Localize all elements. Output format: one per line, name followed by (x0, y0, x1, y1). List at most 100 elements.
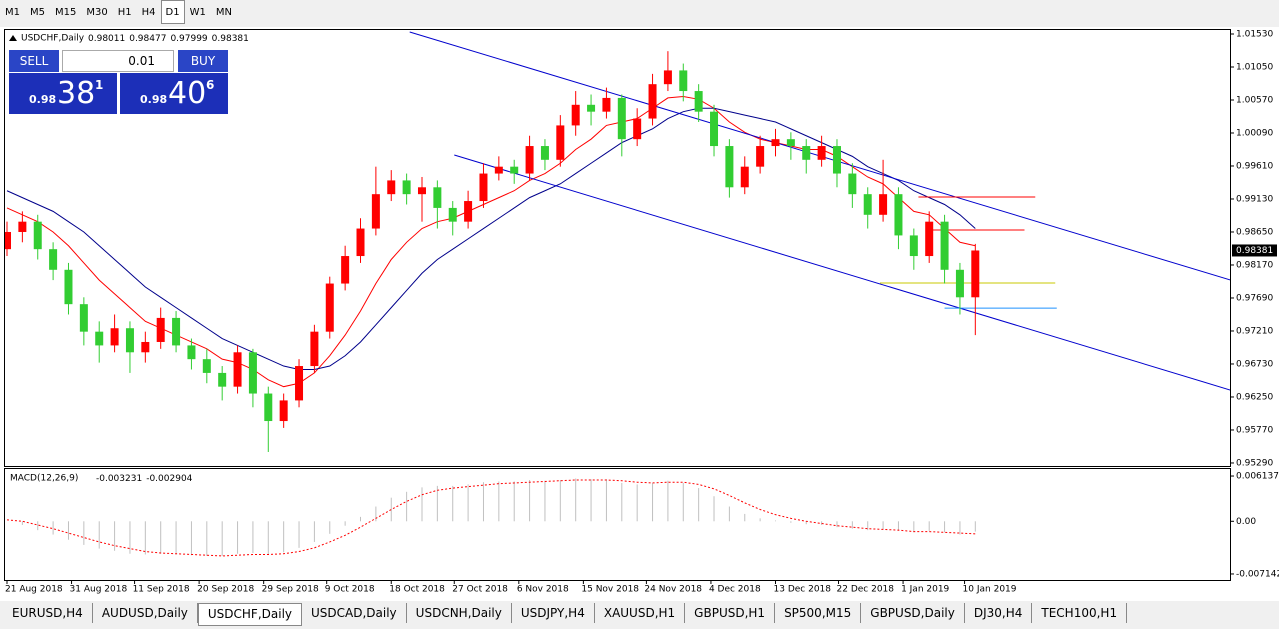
candle-body (940, 221, 949, 270)
candle-body (971, 250, 980, 298)
candle-body (5, 231, 11, 250)
chart-tab[interactable]: USDCHF,Daily (197, 603, 303, 626)
candle-body (879, 194, 888, 215)
chart-tab[interactable]: AUDUSD,Daily (93, 603, 198, 623)
timeframe-button[interactable]: M1 (5, 7, 20, 18)
chart-tab[interactable]: GBPUSD,H1 (685, 603, 776, 623)
candle-body (33, 221, 42, 250)
candle-body (556, 125, 565, 160)
ohlc-value: 0.98381 (212, 34, 249, 44)
symbol-label: USDCHF,Daily (21, 34, 85, 44)
candle-body (79, 304, 88, 332)
buy-price[interactable]: 0.98 40 6 (120, 73, 228, 114)
x-tick-label: 24 Nov 2018 (644, 585, 702, 595)
ohlc-value: 0.97999 (170, 34, 207, 44)
candle-body (110, 328, 119, 346)
macd-signal (6, 479, 976, 557)
fraction: 1 (95, 78, 104, 92)
chart-tab[interactable]: USDCAD,Daily (302, 603, 407, 623)
candle-body (18, 221, 27, 232)
timeframe-button[interactable]: M5 (30, 7, 45, 18)
chart-tabs: EURUSD,H4 AUDUSD,Daily USDCHF,Daily USDCAD,… (3, 603, 1128, 627)
candle-body (863, 194, 872, 215)
sell-button[interactable]: SELL (9, 50, 59, 72)
candle-body (218, 372, 227, 387)
macd-y-tick-label: -0.007142 (1236, 569, 1279, 579)
timeframe-button[interactable]: W1 (189, 7, 206, 18)
x-tick-label: 22 Dec 2018 (837, 585, 895, 595)
chart-layer: 0.98011 0.98477 0.97999 0.98381-0.003231 -0.… (5, 29, 1279, 595)
y-tick-label: 1.01530 (1236, 29, 1273, 39)
ohlc-readout: 0.98011 0.98477 0.97999 0.98381 (88, 34, 249, 44)
candle-body (356, 228, 365, 257)
candle-body (756, 146, 765, 167)
x-tick-label: 18 Oct 2018 (389, 585, 445, 595)
candle-body (187, 345, 196, 360)
macd-label: MACD(12,26,9) (10, 474, 78, 484)
chart-tab[interactable]: XAUUSD,H1 (595, 603, 686, 623)
candle-body (602, 97, 611, 112)
candle-body (464, 201, 473, 222)
chart-tab[interactable]: DJ30,H4 (965, 603, 1033, 623)
y-tick-label: 0.97210 (1236, 326, 1273, 336)
trendline (454, 154, 1230, 391)
candle-body (786, 139, 795, 147)
y-tick-label: 1.01050 (1236, 62, 1273, 72)
x-tick-label: 15 Nov 2018 (581, 585, 639, 595)
timeframe-button[interactable]: M15 (55, 7, 77, 18)
candle-body (295, 366, 304, 401)
candle-body (64, 269, 73, 305)
candle-body (725, 146, 734, 188)
chart-tab[interactable]: SP500,M15 (775, 603, 862, 623)
timeframe-button[interactable]: D1 (160, 0, 185, 24)
price-frame (4, 29, 1231, 467)
candle-body (832, 146, 841, 174)
y-tick-label: 1.00090 (1236, 128, 1273, 138)
candle-body (417, 187, 426, 195)
candle-body (141, 341, 150, 353)
sell-price[interactable]: 0.98 38 1 (9, 73, 117, 114)
candle-body (771, 139, 780, 147)
timeframe-button[interactable]: H1 (117, 7, 132, 18)
y-tick-label: 0.96730 (1236, 359, 1273, 369)
candle-body (479, 173, 488, 202)
fraction: 6 (206, 78, 215, 92)
pips: 40 (168, 76, 207, 111)
candle-body (264, 393, 273, 422)
one-click-panel: SELL 0.01 BUY 0.98 38 1 0.98 40 6 (9, 50, 228, 114)
macd-value: -0.003231 (96, 474, 142, 484)
x-tick-label: 29 Sep 2018 (262, 585, 319, 595)
x-tick-label: 20 Sep 2018 (197, 585, 254, 595)
candle-body (817, 146, 826, 160)
y-tick-label: 0.99130 (1236, 194, 1273, 204)
candle-body (325, 283, 334, 332)
timeframe-button[interactable]: MN (215, 7, 232, 18)
candle-body (663, 70, 672, 85)
timeframe-button[interactable]: M30 (86, 7, 108, 18)
candle-body (802, 146, 811, 160)
candle-body (49, 249, 58, 270)
price-plot (5, 31, 1230, 452)
candle-body (341, 256, 350, 284)
chart-tab[interactable]: GBPUSD,Daily (861, 603, 965, 623)
chart-tab[interactable]: USDCNH,Daily (407, 603, 512, 623)
chart-tab[interactable]: USDJPY,H4 (512, 603, 595, 623)
macd-value: -0.002904 (146, 474, 192, 484)
x-tick-label: 10 Jan 2019 (963, 585, 1017, 595)
y-tick-label: 0.97690 (1236, 293, 1273, 303)
candle-body (202, 359, 211, 373)
candle-body (125, 328, 134, 353)
x-tick-label: 21 Aug 2018 (5, 585, 63, 595)
buy-button[interactable]: BUY (178, 50, 228, 72)
candle-body (510, 166, 519, 174)
lot-field[interactable]: 0.01 (62, 50, 174, 72)
timeframe-button[interactable]: H4 (141, 7, 156, 18)
candle-body (156, 317, 165, 342)
candle-body (95, 331, 104, 346)
moving-average (6, 107, 976, 370)
candle-body (448, 207, 457, 222)
chart-tab[interactable]: TECH100,H1 (1032, 603, 1128, 623)
chart-tab[interactable]: EURUSD,H4 (3, 603, 93, 623)
